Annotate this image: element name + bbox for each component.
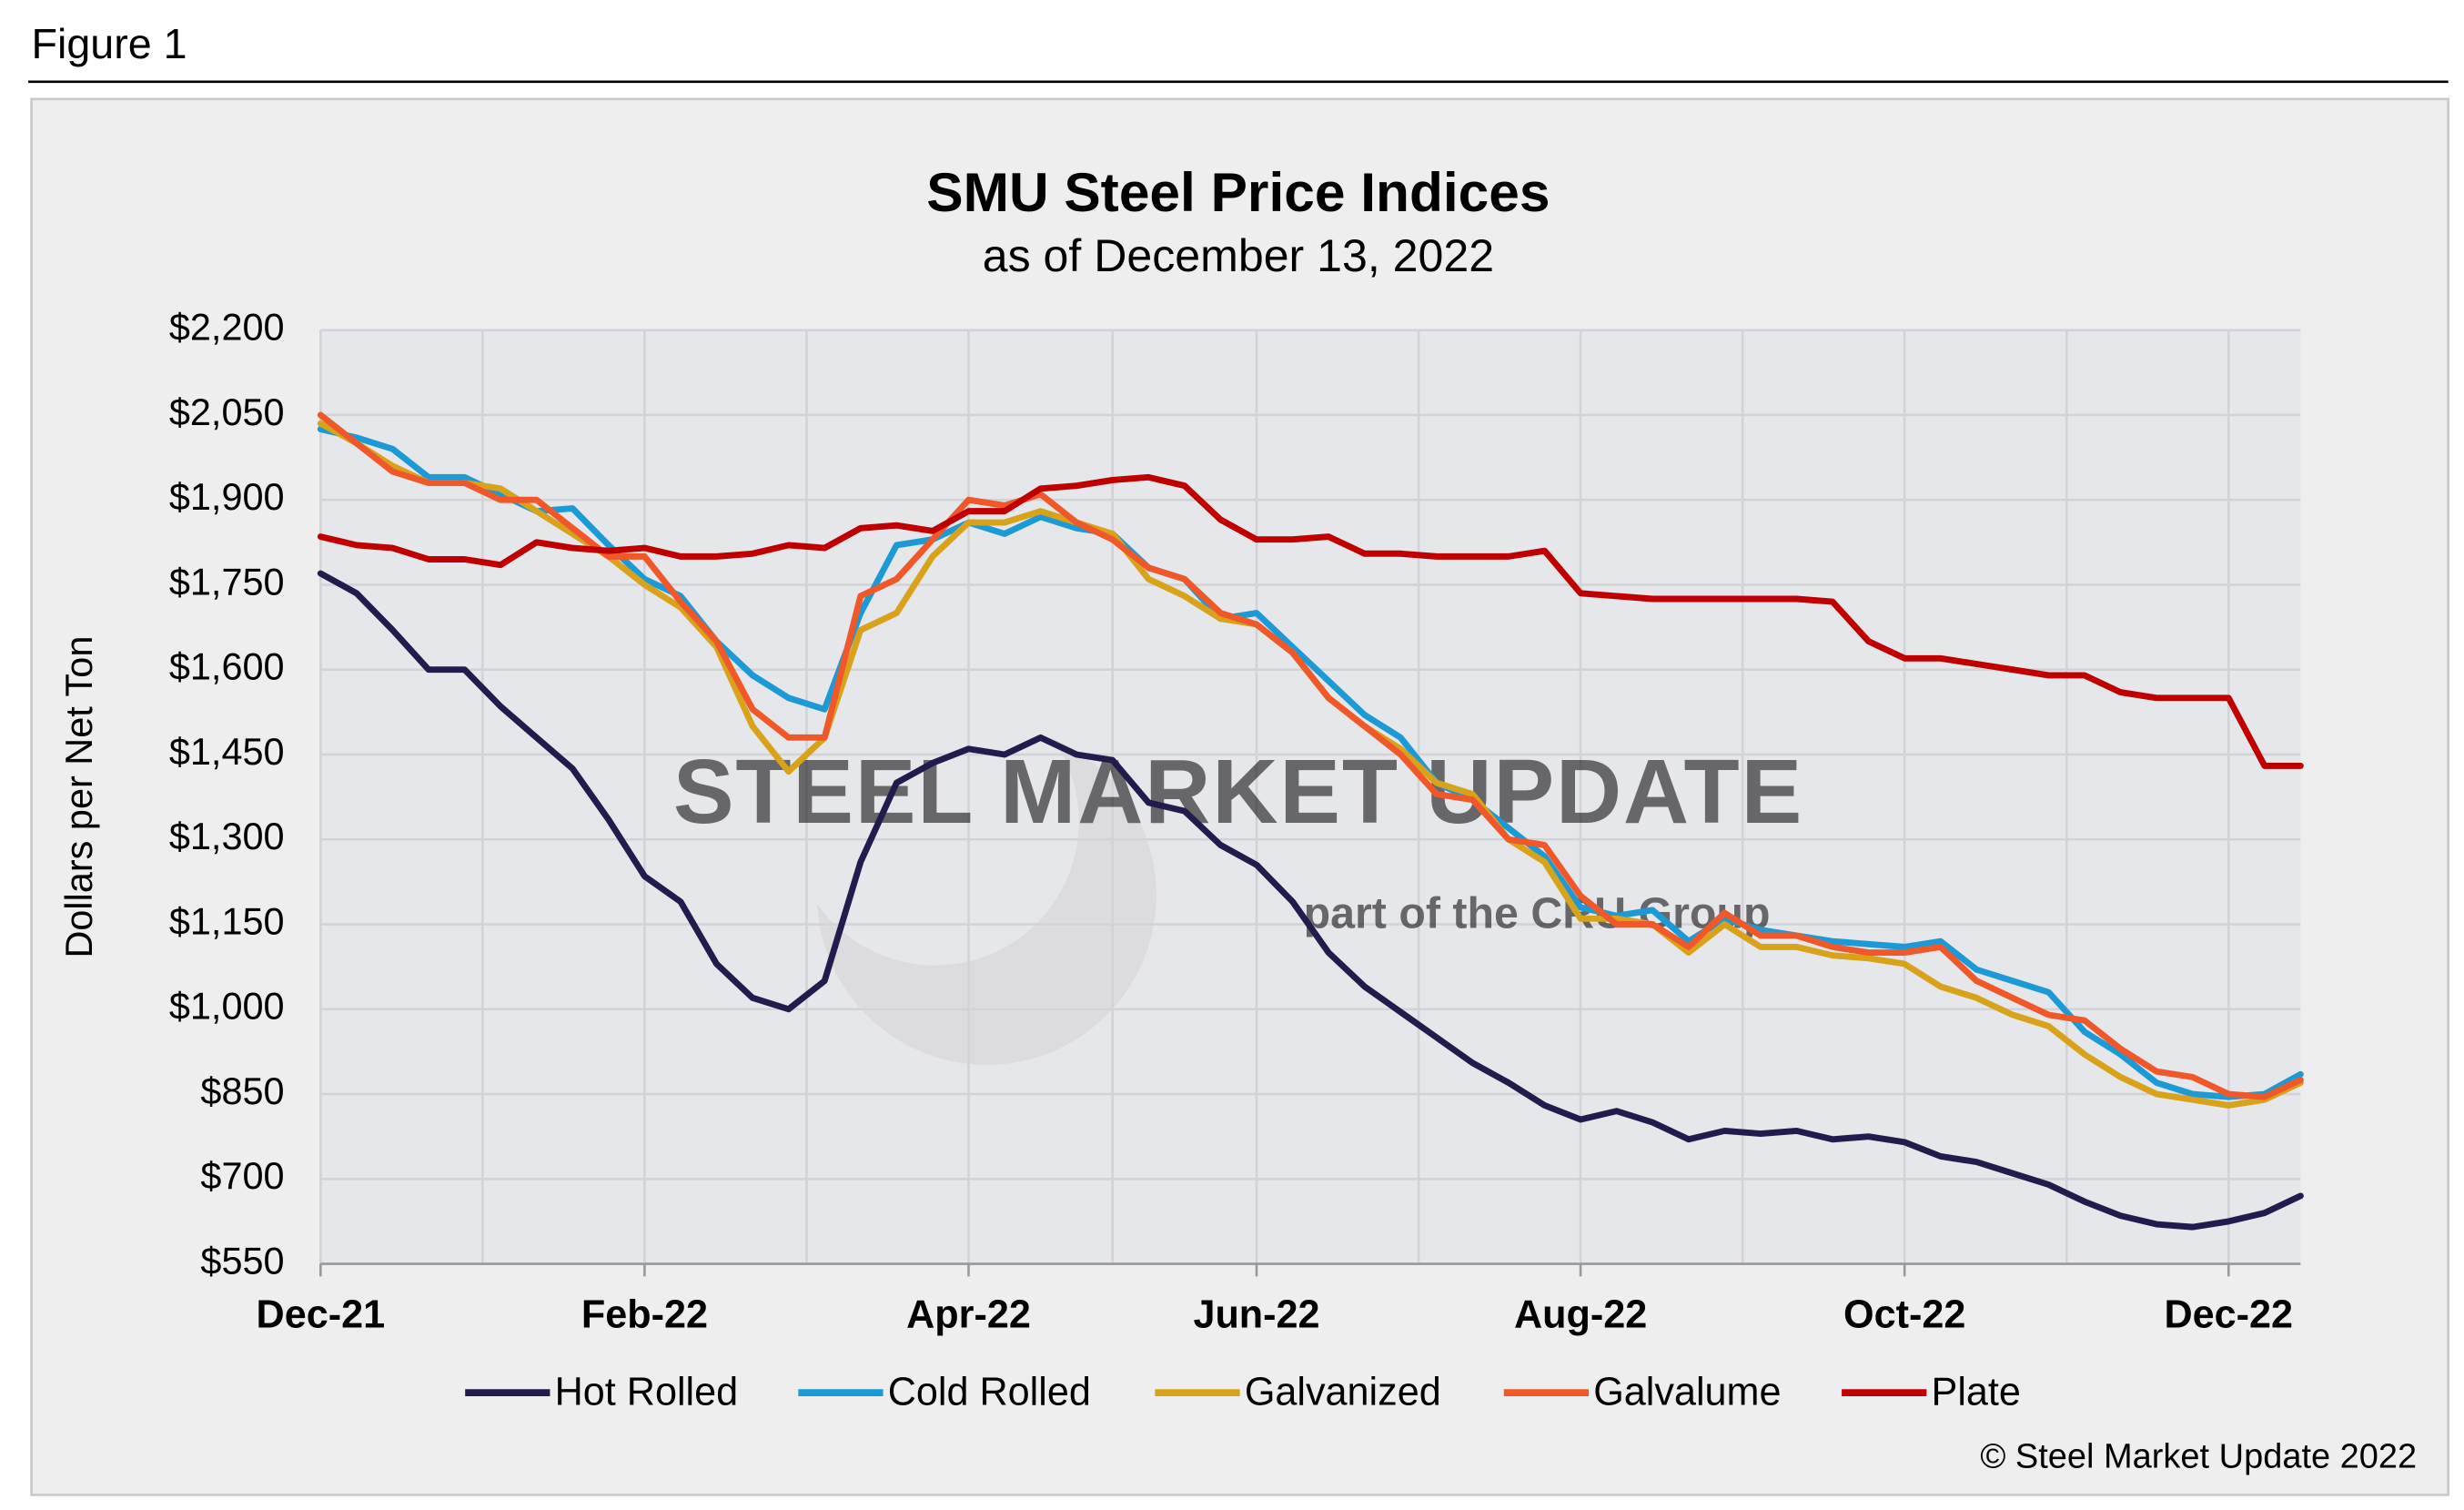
watermark-group: STEEL MARKET UPDATE part of the CRU Grou… xyxy=(673,738,1803,1065)
chart-title: SMU Steel Price Indices xyxy=(926,161,1550,223)
x-tick-label: Dec-21 xyxy=(257,1293,386,1337)
y-tick-label: $850 xyxy=(200,1069,284,1112)
watermark-swoosh xyxy=(817,738,1156,1065)
y-tick-label: $1,900 xyxy=(169,475,285,518)
legend-label: Hot Rolled xyxy=(555,1370,739,1414)
y-tick-label: $550 xyxy=(200,1239,284,1282)
legend-label: Cold Rolled xyxy=(888,1370,1091,1414)
y-tick-label: $2,200 xyxy=(169,306,285,349)
x-tick-label: Dec-22 xyxy=(2164,1293,2293,1337)
y-tick-label: $1,150 xyxy=(169,899,285,942)
legend: Hot Rolled Cold Rolled Galvanized Galvalume… xyxy=(465,1370,2021,1414)
legend-label: Plate xyxy=(1932,1370,2021,1414)
y-axis-label: Dollars per Net Ton xyxy=(57,636,100,958)
x-tick-label: Apr-22 xyxy=(906,1293,1031,1337)
y-tick-label: $2,050 xyxy=(169,390,285,433)
chart-subtitle: as of December 13, 2022 xyxy=(983,230,1494,281)
series-lines xyxy=(317,411,2304,1231)
watermark: STEEL MARKET UPDATE xyxy=(673,741,1803,843)
legend-label: Galvanized xyxy=(1245,1370,1441,1414)
legend-label: Galvalume xyxy=(1593,1370,1781,1414)
series-line xyxy=(317,570,2304,1231)
plot-area xyxy=(320,329,2301,1264)
y-tick-label: $1,000 xyxy=(169,985,285,1028)
series-line xyxy=(317,473,2304,769)
x-tick-label: Feb-22 xyxy=(581,1293,708,1337)
y-tick-label: $1,300 xyxy=(169,815,285,857)
series-line xyxy=(317,411,2304,1100)
x-tick-label: Jun-22 xyxy=(1193,1293,1319,1337)
x-tick-label: Oct-22 xyxy=(1843,1293,1965,1337)
figure-label: Figure 1 xyxy=(32,20,187,67)
y-tick-label: $1,750 xyxy=(169,560,285,603)
series-line xyxy=(317,426,2304,1100)
copyright: © Steel Market Update 2022 xyxy=(1980,1438,2417,1476)
y-tick-label: $700 xyxy=(200,1154,284,1197)
x-tick-label: Aug-22 xyxy=(1514,1293,1647,1337)
watermark-sub: part of the CRU Group xyxy=(1304,889,1771,938)
y-tick-label: $1,600 xyxy=(169,645,285,688)
y-tick-label: $1,450 xyxy=(169,730,285,773)
